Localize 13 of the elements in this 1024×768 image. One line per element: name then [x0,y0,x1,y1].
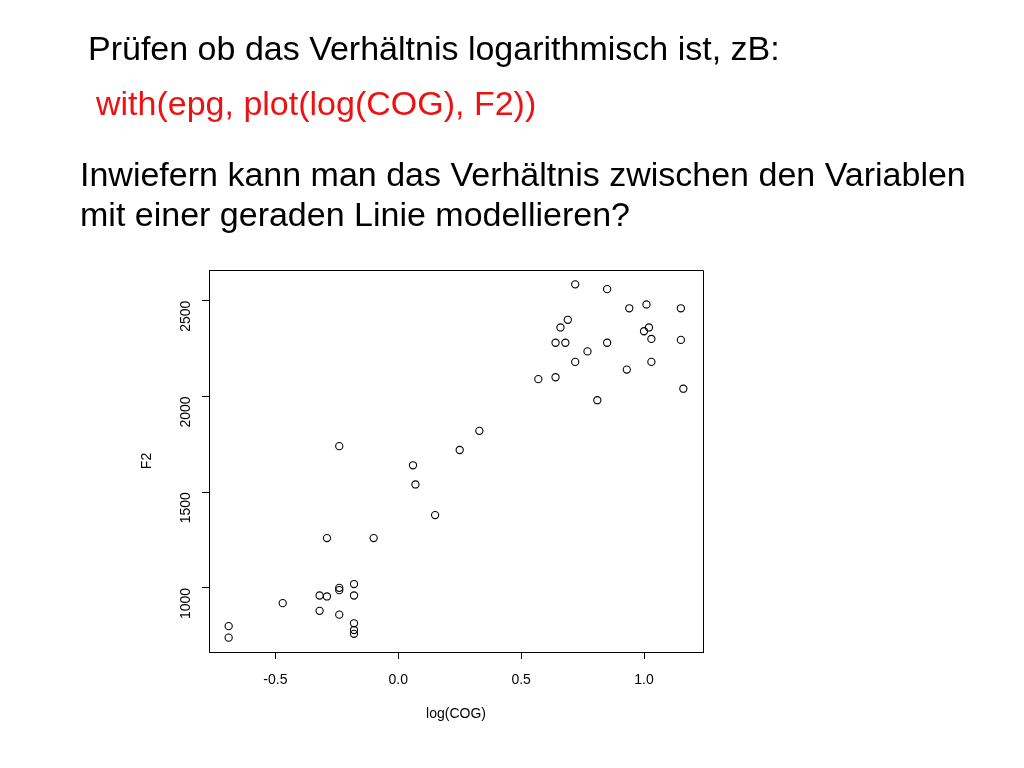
y-tick-label: 2500 [176,300,193,332]
x-tick-label: 0.0 [388,671,409,688]
x-tick-label: -0.5 [263,671,288,688]
x-tick-label: 0.5 [511,671,532,688]
y-axis-title: F2 [138,452,155,470]
x-axis-title: log(COG) [426,705,486,722]
x-tick-label: 1.0 [634,671,654,688]
y-tick-label: 2000 [176,396,193,428]
chart-title: Prüfen ob das Verhältnis logarithmisch ist, zB: [88,29,780,68]
y-tick-label: 1500 [176,491,193,524]
y-tick-label: 1000 [176,587,193,620]
chart-subtitle: with(epg, plot(log(COG), F2)) [96,84,537,123]
text: Inwiefern kann man das Verhältnis zwischen den Variablen mit einer geraden Linie modellieren? [80,154,967,234]
